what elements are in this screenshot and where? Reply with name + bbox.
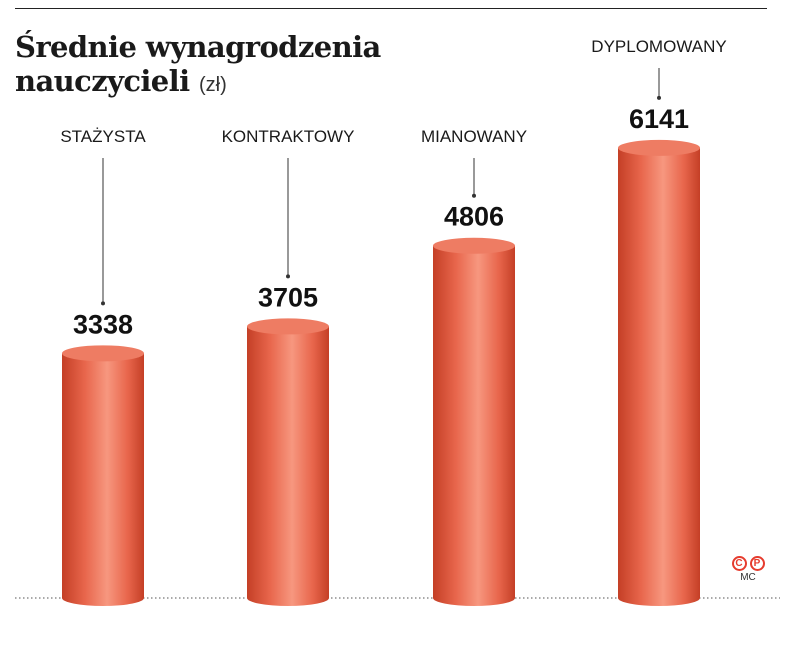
- agency-label: MC: [740, 572, 756, 583]
- bar-top-1: [62, 345, 144, 362]
- category-label-4: DYPLOMOWANY: [591, 37, 726, 56]
- bar-1: [62, 353, 144, 606]
- bar-3: [433, 245, 515, 606]
- bar-top-2: [247, 318, 329, 335]
- value-label-1: 3338: [73, 309, 133, 339]
- chart-title: Średnie wynagrodzenia nauczycieli (zł): [15, 30, 381, 102]
- title-line-2: nauczycieli: [15, 64, 190, 98]
- value-label-3: 4806: [444, 202, 504, 232]
- connector-dot-2: [286, 274, 290, 279]
- phonographic-icon: P: [749, 556, 765, 571]
- copyright-icon: C: [731, 556, 747, 571]
- bar-top-3: [433, 237, 515, 254]
- bar-2: [247, 326, 329, 606]
- category-label-2: KONTRAKTOWY: [222, 127, 355, 146]
- title-line-1: Średnie wynagrodzenia: [15, 30, 381, 64]
- top-rule: [15, 8, 767, 9]
- title-unit: (zł): [199, 74, 227, 96]
- bar-top-4: [618, 139, 700, 156]
- value-label-2: 3705: [258, 282, 318, 312]
- value-label-4: 6141: [629, 104, 689, 134]
- connector-dot-1: [101, 301, 105, 306]
- bar-4: [618, 147, 700, 607]
- connector-dot-4: [657, 95, 661, 100]
- category-label-1: STAŻYSTA: [60, 127, 146, 146]
- copyright-mark: C P MC: [726, 556, 770, 583]
- connector-dot-3: [472, 193, 476, 198]
- category-label-3: MIANOWANY: [421, 127, 527, 146]
